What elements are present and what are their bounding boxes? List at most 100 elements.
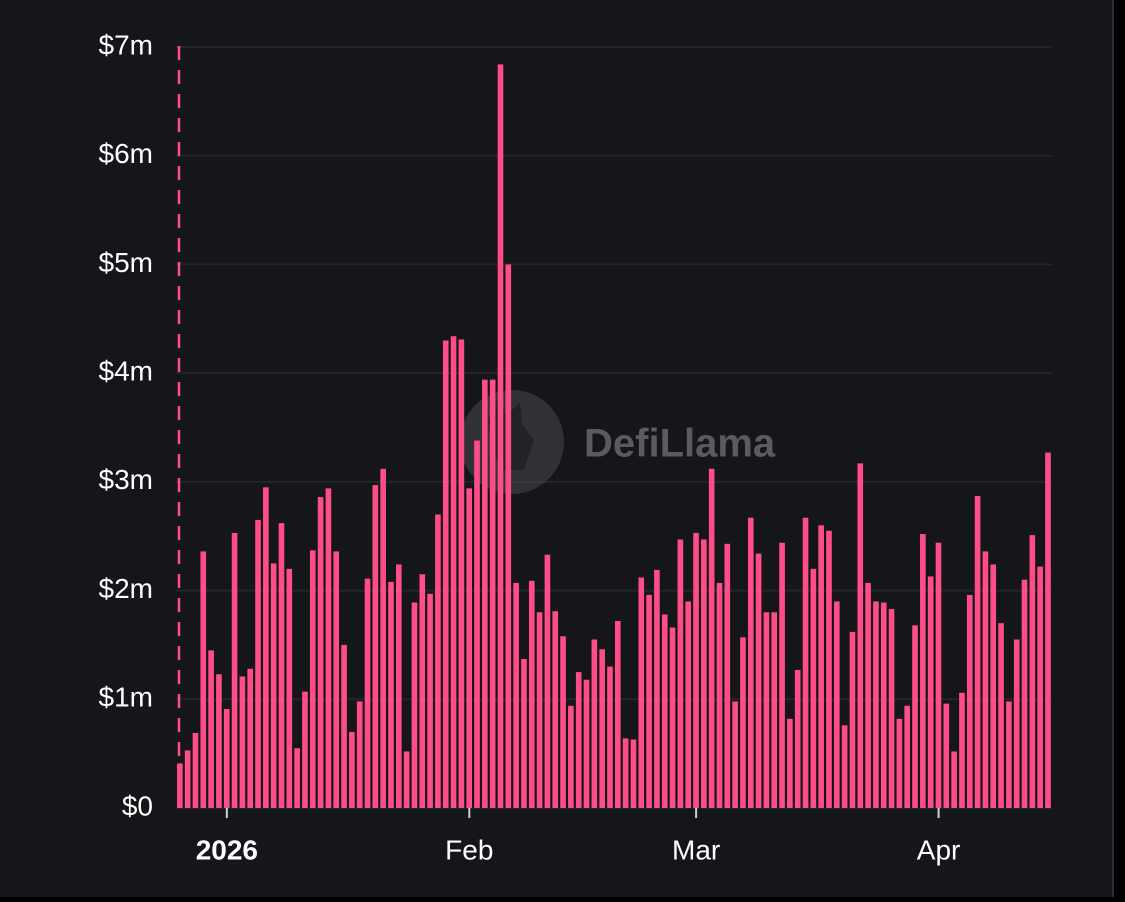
bar: [435, 514, 441, 808]
bar: [356, 701, 363, 808]
bar: [489, 379, 496, 808]
bar: [669, 627, 676, 808]
bar: [208, 650, 214, 808]
bar: [873, 601, 879, 808]
bar: [661, 614, 668, 808]
bar: [583, 679, 590, 808]
bar: [622, 738, 629, 808]
bar: [927, 576, 934, 808]
bar: [560, 636, 566, 808]
x-tick-label: Apr: [917, 834, 961, 865]
bar: [364, 578, 371, 808]
bar: [771, 612, 778, 808]
bar: [396, 564, 402, 808]
bar: [177, 763, 183, 808]
x-tick-label: Feb: [445, 834, 493, 865]
bar: [263, 487, 269, 808]
bar: [513, 582, 519, 808]
watermark: DefiLlama: [584, 422, 776, 466]
bar: [747, 517, 754, 808]
y-tick-label: $0: [122, 790, 153, 821]
bar: [904, 705, 911, 808]
bar: [716, 582, 723, 808]
bar: [223, 709, 230, 808]
y-tick-label: $3m: [99, 464, 153, 495]
bar: [528, 580, 535, 808]
bar: [231, 532, 238, 808]
bar: [497, 64, 504, 808]
bar: [294, 748, 300, 808]
bar: [239, 676, 246, 808]
bar: [826, 530, 832, 808]
bar: [693, 532, 699, 808]
bar: [646, 594, 652, 808]
bar: [787, 718, 793, 808]
bar: [482, 379, 488, 808]
bar: [544, 554, 551, 808]
x-tick-label: Mar: [672, 834, 720, 865]
bar: [685, 601, 692, 808]
bar: [184, 750, 191, 808]
bar: [474, 440, 480, 808]
bars: [177, 64, 1051, 808]
bar: [341, 644, 347, 808]
bar: [677, 539, 684, 808]
y-tick-label: $6m: [99, 138, 153, 169]
bar: [974, 495, 981, 808]
y-tick-label: $5m: [99, 247, 153, 278]
bar: [779, 542, 785, 808]
bar: [951, 751, 957, 808]
bar: [270, 563, 277, 808]
bar: [1021, 579, 1028, 808]
bar: [943, 703, 950, 808]
bar: [309, 550, 316, 808]
bar: [935, 542, 942, 808]
bar: [278, 523, 285, 808]
bar: [896, 718, 903, 808]
bar: [302, 691, 308, 808]
bar: [1006, 701, 1012, 808]
bar: [615, 621, 621, 808]
bar: [419, 574, 426, 808]
axes: $0 $1m $2m $3m $4m $5m $6m $7m 2026 Feb Mar Apr: [99, 29, 961, 865]
x-tick-label: 2026: [196, 834, 258, 865]
bar: [763, 612, 770, 808]
bar: [755, 553, 762, 808]
bar: [920, 534, 926, 808]
bar: [317, 497, 324, 808]
bar: [857, 463, 864, 808]
bar: [442, 340, 449, 808]
bar: [591, 639, 598, 808]
bar: [466, 488, 473, 808]
bar: [834, 601, 840, 808]
bar: [411, 602, 418, 808]
y-tick-label: $7m: [99, 29, 153, 60]
bar: [521, 659, 527, 808]
bar: [286, 568, 293, 808]
bar: [325, 488, 332, 808]
bar: [959, 692, 965, 808]
bar: [841, 725, 848, 808]
bar: [1013, 639, 1020, 808]
bar: [607, 666, 613, 808]
bar: [536, 612, 543, 808]
bar: [990, 564, 997, 808]
y-tick-label: $4m: [99, 356, 153, 387]
bar: [998, 623, 1004, 808]
bar: [1045, 452, 1051, 808]
bar: [849, 631, 856, 808]
bar: [724, 543, 731, 808]
bar: [966, 594, 973, 808]
bar: [794, 669, 801, 808]
bar: [427, 593, 433, 808]
bar: [458, 339, 465, 808]
bar: [403, 751, 410, 808]
bar: [1037, 566, 1043, 808]
bar: [505, 264, 512, 808]
bar: [450, 336, 457, 808]
bar: [349, 731, 355, 808]
bar: [1029, 535, 1036, 808]
bar: [333, 551, 340, 808]
bar: [888, 609, 895, 808]
